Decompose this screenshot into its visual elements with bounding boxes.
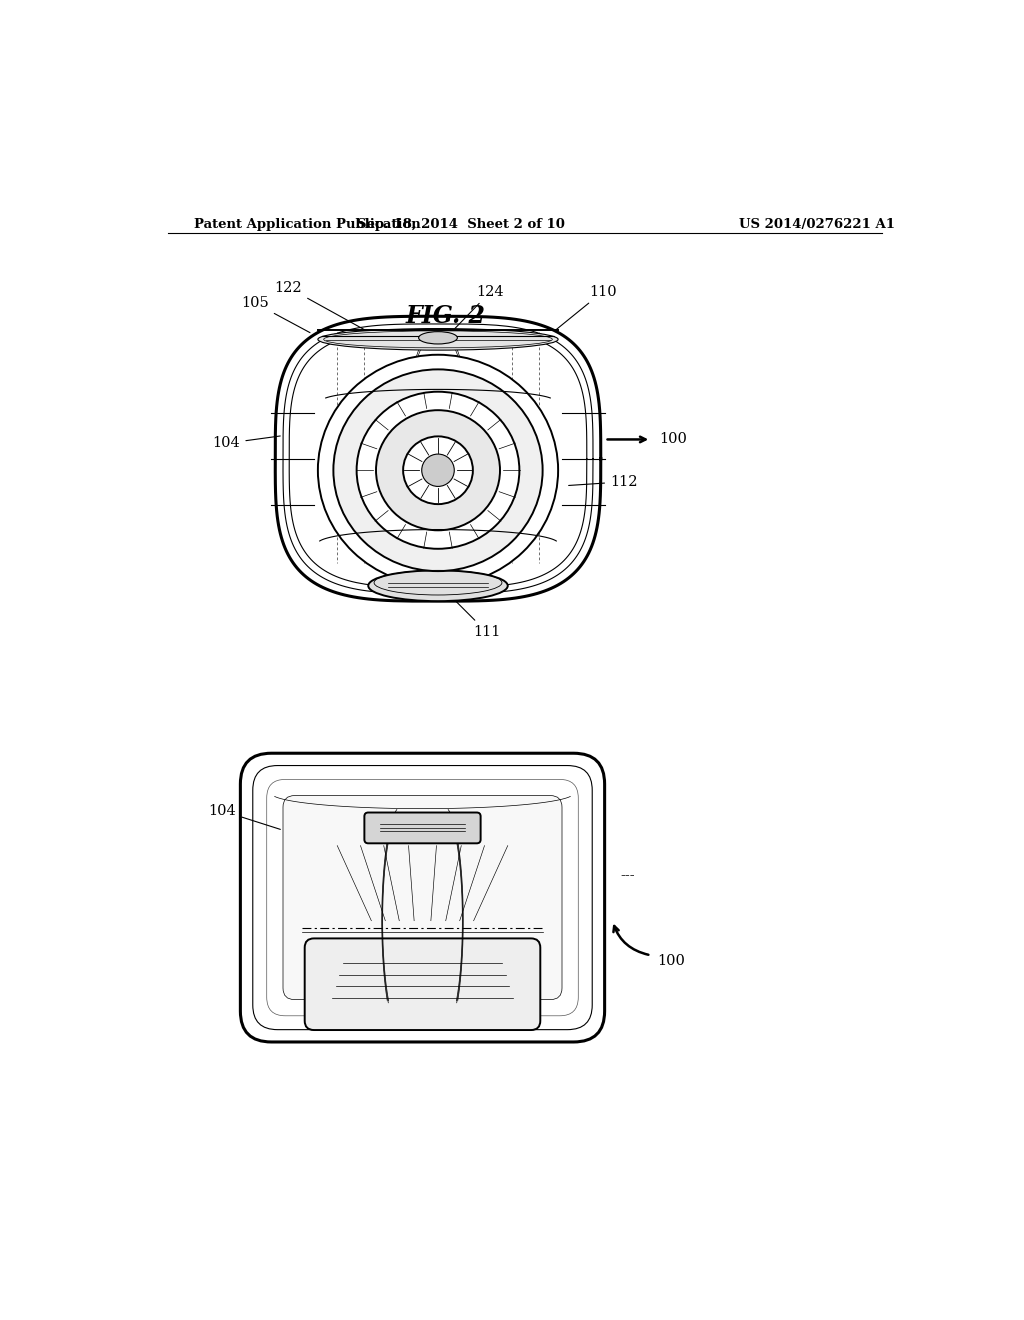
Text: 105: 105 [242, 296, 310, 333]
Text: ---: --- [621, 870, 635, 883]
Text: 100: 100 [658, 433, 687, 446]
Text: 110: 110 [555, 285, 616, 331]
Text: US 2014/0276221 A1: US 2014/0276221 A1 [739, 218, 895, 231]
Text: FIG. 2: FIG. 2 [406, 304, 485, 327]
Ellipse shape [356, 392, 519, 549]
Text: FIG. 3: FIG. 3 [406, 781, 485, 805]
Text: 122: 122 [274, 281, 370, 333]
FancyBboxPatch shape [283, 796, 562, 999]
Text: 111: 111 [452, 597, 501, 639]
FancyBboxPatch shape [253, 766, 592, 1030]
Ellipse shape [403, 437, 473, 504]
FancyBboxPatch shape [241, 754, 604, 1041]
Text: Sep. 18, 2014  Sheet 2 of 10: Sep. 18, 2014 Sheet 2 of 10 [357, 218, 565, 231]
FancyBboxPatch shape [365, 813, 480, 843]
Text: 100: 100 [657, 954, 685, 968]
FancyBboxPatch shape [305, 939, 541, 1030]
FancyBboxPatch shape [266, 779, 579, 1016]
Polygon shape [275, 317, 601, 601]
Text: 104: 104 [209, 804, 281, 829]
Ellipse shape [334, 370, 543, 572]
Ellipse shape [317, 329, 558, 350]
Ellipse shape [369, 570, 508, 601]
Text: 112: 112 [568, 475, 638, 488]
Ellipse shape [376, 411, 500, 531]
Text: 124: 124 [452, 285, 505, 331]
Ellipse shape [419, 331, 458, 345]
Ellipse shape [422, 454, 455, 486]
Text: Patent Application Publication: Patent Application Publication [194, 218, 421, 231]
Text: 104: 104 [213, 436, 281, 450]
Ellipse shape [317, 355, 558, 586]
